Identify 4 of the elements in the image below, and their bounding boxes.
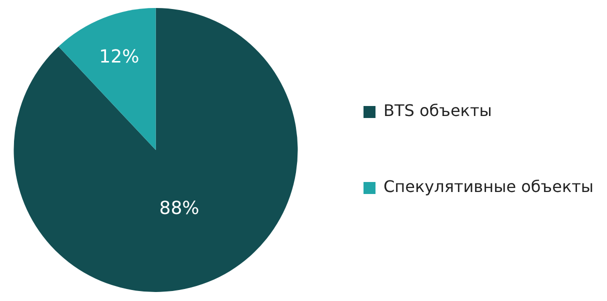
data-label: 12% bbox=[99, 46, 140, 68]
legend-label: Спекулятивные объекты bbox=[384, 177, 594, 196]
data-label: 88% bbox=[159, 198, 200, 220]
legend-label: BTS объекты bbox=[384, 101, 492, 120]
